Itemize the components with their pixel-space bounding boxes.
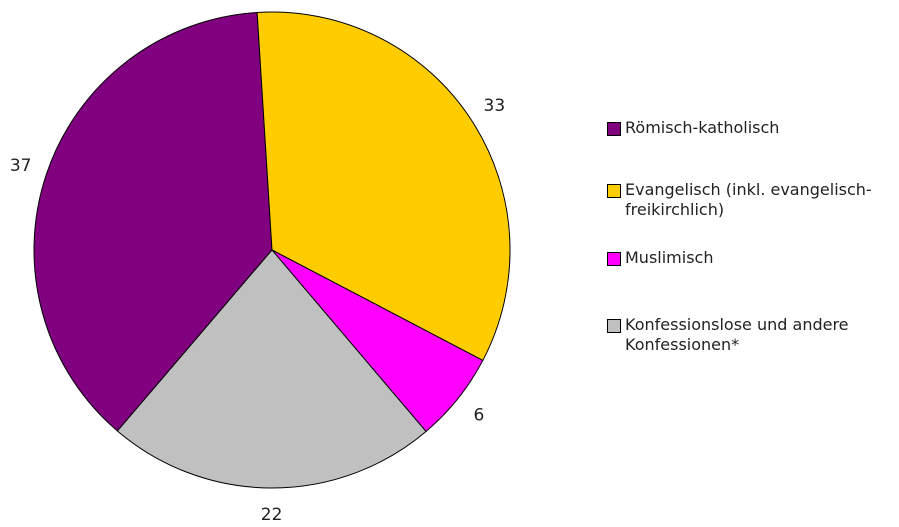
legend-item: Römisch-katholisch xyxy=(607,118,895,138)
legend-swatch xyxy=(607,184,621,198)
pie-slice xyxy=(33,11,273,432)
pie-slice xyxy=(116,249,427,489)
legend-label: Römisch-katholisch xyxy=(625,118,780,137)
legend-item: Muslimisch xyxy=(607,248,895,268)
data-label: 6 xyxy=(474,406,485,426)
data-label: 33 xyxy=(484,96,506,116)
legend-swatch xyxy=(607,122,621,136)
legend-swatch xyxy=(607,319,621,333)
legend-swatch xyxy=(607,252,621,266)
legend-item: Konfessionslose und andere Konfessionen* xyxy=(607,315,895,355)
legend-label: Muslimisch xyxy=(625,248,714,267)
legend-label: Evangelisch (inkl. evangelisch-freikirch… xyxy=(625,180,872,219)
legend-item: Evangelisch (inkl. evangelisch-freikirch… xyxy=(607,180,895,220)
data-label: 37 xyxy=(10,156,32,176)
data-label: 22 xyxy=(261,505,283,525)
legend-label: Konfessionslose und andere Konfessionen* xyxy=(625,315,849,354)
pie-slice xyxy=(256,11,511,362)
